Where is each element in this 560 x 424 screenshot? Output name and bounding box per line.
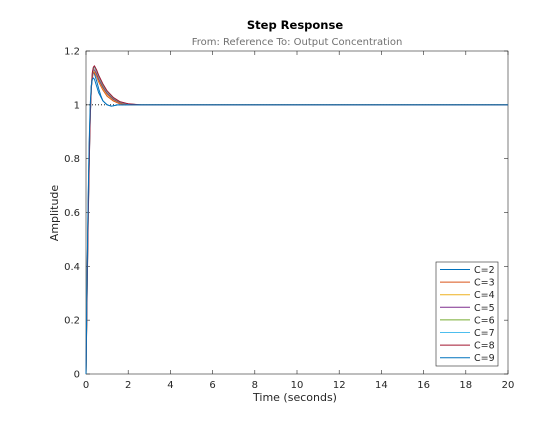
x-tick-label: 2 <box>125 380 131 391</box>
legend-label: C=7 <box>474 328 495 339</box>
x-tick-label: 14 <box>375 380 388 391</box>
y-tick-label: 0.6 <box>64 208 80 219</box>
chart-title: Step Response <box>247 18 343 32</box>
x-axis-label: Time (seconds) <box>252 391 337 404</box>
x-tick-label: 16 <box>417 380 430 391</box>
legend-items: C=2 C=3C=4 C=5C=6 C=7 C=8C=9 <box>440 265 495 364</box>
axis-ticks: 0 2 4 6 8 10 12 14 16 18 20 0 0.2 0.4 0.6 0.8 1 1.2 <box>64 47 514 392</box>
x-tick-label: 18 <box>459 380 472 391</box>
legend-label: C=8 <box>474 341 495 352</box>
series-line-c-9 <box>85 77 508 375</box>
legend-box <box>435 261 499 367</box>
x-tick-label: 12 <box>333 380 346 391</box>
y-tick-label: 0 <box>74 370 80 381</box>
x-tick-label: 6 <box>209 380 215 391</box>
y-tick-label: 0.4 <box>64 262 80 273</box>
legend-label: C=2 <box>474 265 495 276</box>
legend-label: C=6 <box>474 315 495 326</box>
y-tick-label: 1.2 <box>64 47 80 58</box>
legend-label: C=5 <box>474 303 495 314</box>
legend: C=2 C=3C=4 C=5C=6 C=7 C=8C=9 <box>435 261 499 367</box>
x-tick-label: 10 <box>291 380 304 391</box>
series-lines <box>85 65 508 375</box>
chart-subtitle: From: Reference To: Output Concentration <box>192 37 403 48</box>
y-axis-label: Amplitude <box>48 185 61 242</box>
y-tick-label: 0.2 <box>64 316 80 327</box>
x-tick-label: 8 <box>252 380 258 391</box>
x-tick-label: 0 <box>83 380 89 391</box>
x-tick-label: 4 <box>167 380 173 391</box>
legend-label: C=3 <box>474 278 495 289</box>
legend-label: C=9 <box>474 353 495 364</box>
y-tick-label: 1 <box>74 100 80 111</box>
x-tick-label: 20 <box>502 380 515 391</box>
legend-label: C=4 <box>474 290 495 301</box>
y-tick-label: 0.8 <box>64 154 80 165</box>
